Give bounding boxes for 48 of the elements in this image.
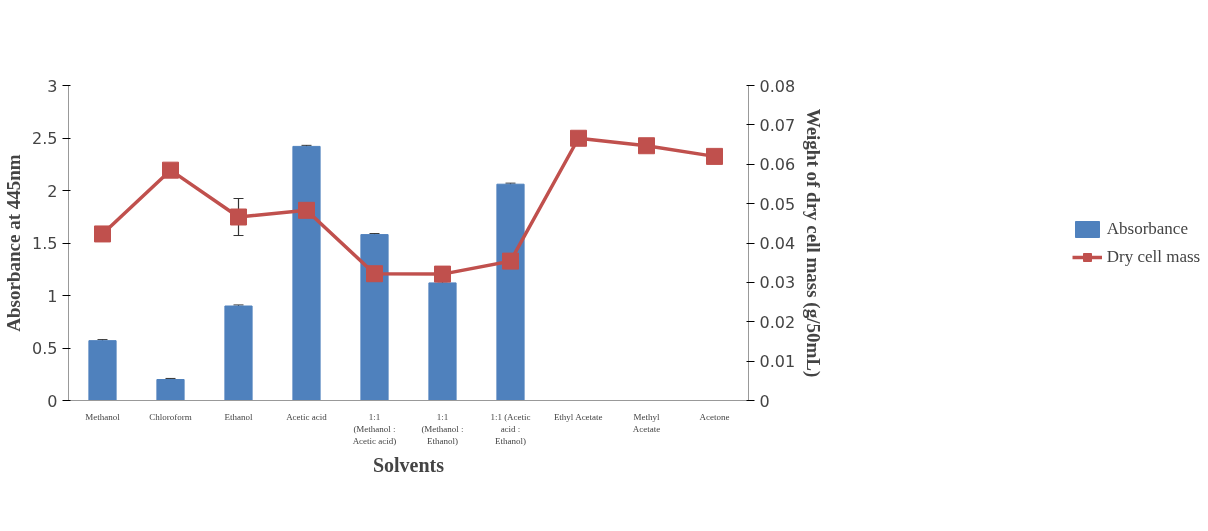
bar [224, 305, 253, 401]
y-tick-label: 2.5 [32, 129, 58, 148]
point [94, 225, 111, 243]
y2-tick-label: 0.07 [759, 115, 796, 135]
x-tick-label: 1:1 (Methanol : Ethanol) [421, 411, 464, 446]
bar [292, 145, 321, 401]
point [638, 137, 655, 155]
y2-axis-title: Weight of dry cell mass (g/50mL) [802, 108, 825, 378]
point [162, 161, 179, 179]
legend-label: Dry cell mass [1106, 246, 1201, 267]
x-tick-label: Ethyl Acetate [553, 411, 603, 422]
x-tick-label: 1:1 (Methanol : Acetic acid) [352, 411, 397, 446]
point [502, 252, 519, 270]
x-tick-label: Chloroform [149, 411, 192, 422]
y2-tick-label: 0.03 [759, 273, 796, 293]
y-tick-label: 0 [47, 391, 58, 411]
y2-tick-label: 0.04 [759, 234, 796, 253]
point [366, 265, 383, 283]
y2-tick-label: 0.02 [759, 312, 796, 332]
y-tick-label: 1 [47, 286, 58, 306]
x-axis-title: Solvents [372, 453, 445, 476]
y2-tick-label: 0 [759, 391, 770, 411]
legend-label: Absorbance [1106, 218, 1188, 239]
y-tick-label: 2 [47, 181, 58, 201]
x-tick-label: 1:1 (Acetic acid : Ethanol) [490, 411, 531, 446]
y2-tick-label: 0.01 [759, 352, 796, 372]
point [706, 147, 723, 165]
x-tick-label: Methanol [85, 411, 121, 422]
point [298, 201, 315, 219]
y2-tick-label: 0.08 [759, 76, 796, 96]
point [434, 265, 451, 283]
y-axis-title: Absorbance at 445nm [3, 154, 25, 332]
point [570, 129, 587, 147]
y-tick-label: 0.5 [32, 339, 58, 358]
x-tick-label: Acetone [699, 411, 730, 422]
bar [156, 379, 185, 401]
x-tick-label: Acetic acid [286, 411, 328, 422]
y-tick-label: 3 [47, 76, 58, 96]
bar [428, 282, 457, 401]
x-tick-label: Ethanol [224, 411, 253, 422]
point [230, 208, 247, 226]
x-tick-label: Methyl Acetate [632, 411, 661, 434]
y-tick-label: 1.5 [32, 234, 58, 253]
bar [496, 183, 525, 401]
bar [360, 234, 389, 401]
y2-tick-label: 0.05 [759, 194, 796, 214]
bar [88, 340, 117, 401]
y2-tick-label: 0.06 [759, 155, 796, 175]
